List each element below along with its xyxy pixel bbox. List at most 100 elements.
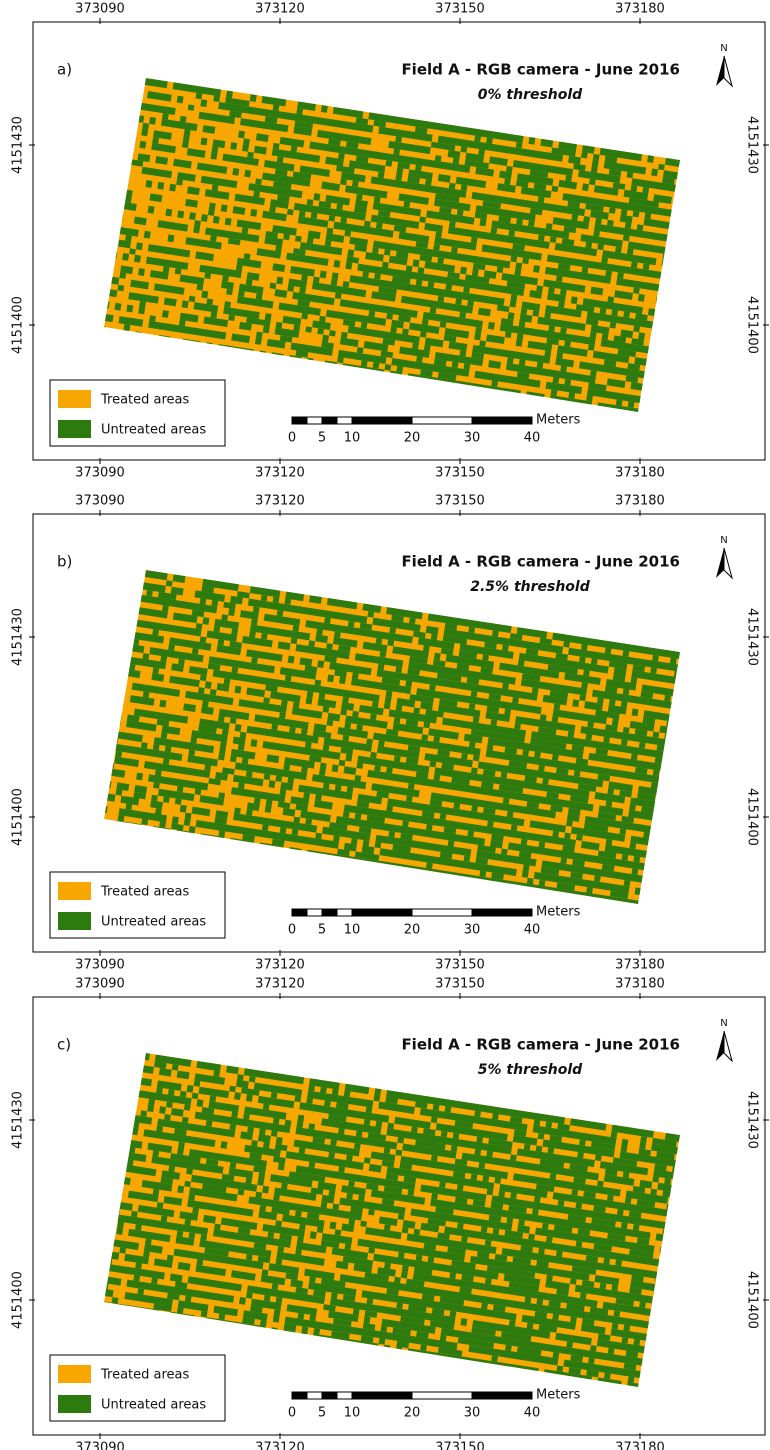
untreated-cell xyxy=(157,1202,164,1208)
untreated-cell xyxy=(31,667,103,685)
untreated-cell xyxy=(53,683,78,694)
untreated-cell xyxy=(176,179,183,185)
untreated-cell xyxy=(364,1119,371,1125)
untreated-cell xyxy=(501,848,508,854)
untreated-cell xyxy=(277,610,284,616)
untreated-cell xyxy=(320,763,327,771)
untreated-cell xyxy=(621,1139,628,1147)
untreated-cell xyxy=(243,138,250,144)
untreated-cell xyxy=(467,831,474,837)
untreated-cell xyxy=(263,326,270,334)
untreated-cell xyxy=(31,1150,103,1168)
untreated-cell xyxy=(487,1380,500,1387)
untreated-cell xyxy=(218,754,225,760)
untreated-cell xyxy=(62,583,69,591)
untreated-cell xyxy=(345,754,352,762)
untreated-cell xyxy=(246,279,253,285)
untreated-cell xyxy=(396,1303,403,1309)
untreated-cell xyxy=(96,262,109,271)
untreated-cell xyxy=(106,1258,113,1264)
untreated-cell xyxy=(163,758,170,764)
untreated-cell xyxy=(601,257,608,263)
untreated-cell xyxy=(664,695,671,701)
untreated-cell xyxy=(135,1224,142,1230)
untreated-cell xyxy=(563,641,570,647)
untreated-cell xyxy=(240,847,253,854)
untreated-cell xyxy=(305,818,312,824)
north-arrow xyxy=(724,56,732,86)
untreated-cell xyxy=(356,1131,363,1137)
untreated-cell xyxy=(103,1156,122,1164)
untreated-cell xyxy=(127,101,134,109)
untreated-cell xyxy=(670,658,677,664)
untreated-cell xyxy=(178,1142,185,1148)
untreated-cell xyxy=(328,1190,335,1196)
scale-bar-unit: Meters xyxy=(536,413,581,428)
x-coordinate-label: 373180 xyxy=(615,977,665,992)
untreated-cell xyxy=(479,871,486,877)
untreated-cell xyxy=(397,1137,404,1143)
untreated-cell xyxy=(650,411,663,420)
untreated-cell xyxy=(103,142,110,148)
untreated-cell xyxy=(402,1227,409,1233)
untreated-cell xyxy=(514,723,521,729)
untreated-cell xyxy=(205,1324,212,1330)
untreated-cell xyxy=(566,820,573,826)
untreated-cell xyxy=(61,787,68,795)
scale-bar-label: 20 xyxy=(404,923,421,938)
y-coordinate-label: 4151430 xyxy=(745,608,760,666)
untreated-cell xyxy=(653,1368,666,1375)
untreated-cell xyxy=(352,673,359,679)
untreated-cell xyxy=(119,272,126,278)
north-arrow xyxy=(716,56,724,86)
untreated-cell xyxy=(453,158,460,164)
untreated-cell xyxy=(247,152,254,158)
untreated-cell xyxy=(415,165,422,171)
untreated-cell xyxy=(169,184,176,192)
untreated-cell xyxy=(445,1106,452,1112)
untreated-cell xyxy=(667,305,674,311)
untreated-cell xyxy=(237,1074,244,1080)
untreated-cell xyxy=(605,648,612,654)
untreated-cell xyxy=(589,179,596,185)
untreated-cell xyxy=(361,360,368,366)
untreated-cell xyxy=(51,1179,64,1188)
untreated-cell xyxy=(78,598,91,607)
untreated-cell xyxy=(617,1209,624,1215)
untreated-cell xyxy=(663,330,670,336)
untreated-cell xyxy=(324,1100,331,1106)
untreated-cell xyxy=(393,883,400,889)
legend-label: Untreated areas xyxy=(101,423,206,438)
untreated-cell xyxy=(50,89,110,105)
untreated-cell xyxy=(621,209,628,215)
untreated-cell xyxy=(593,230,600,236)
untreated-cell xyxy=(411,1126,418,1132)
untreated-cell xyxy=(548,325,555,331)
untreated-cell xyxy=(265,805,272,813)
untreated-cell xyxy=(528,137,535,145)
untreated-cell xyxy=(161,1215,168,1221)
untreated-cell xyxy=(538,1133,545,1139)
untreated-cell xyxy=(653,1291,660,1297)
untreated-cell xyxy=(269,365,341,383)
untreated-cell xyxy=(264,1295,271,1301)
untreated-cell xyxy=(508,312,515,320)
untreated-cell xyxy=(39,240,46,248)
untreated-cell xyxy=(61,1073,68,1079)
untreated-cell xyxy=(36,1075,67,1086)
untreated-cell xyxy=(52,1288,59,1294)
untreated-cell xyxy=(666,1204,673,1210)
untreated-cell xyxy=(49,254,74,265)
untreated-cell xyxy=(507,357,514,363)
untreated-cell xyxy=(674,748,687,755)
untreated-cell xyxy=(317,328,324,334)
untreated-cell xyxy=(271,724,278,730)
untreated-cell xyxy=(407,1190,414,1196)
x-coordinate-label: 373180 xyxy=(615,466,665,481)
untreated-cell xyxy=(72,1118,138,1135)
untreated-cell xyxy=(159,1106,166,1114)
untreated-cell xyxy=(85,336,104,346)
untreated-cell xyxy=(114,303,121,311)
untreated-cell xyxy=(621,701,628,707)
untreated-cell xyxy=(251,619,258,625)
